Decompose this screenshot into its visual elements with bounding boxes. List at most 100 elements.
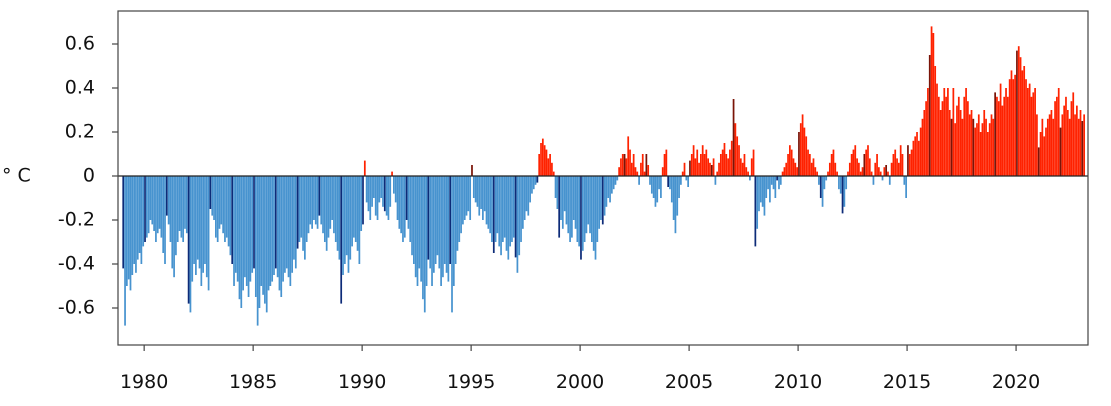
bar [665,149,668,176]
bar [240,176,243,308]
bar [1001,105,1004,176]
bar [180,176,183,238]
bar [365,176,368,203]
bar [176,176,179,242]
bar [865,149,868,176]
bar [770,176,773,185]
bar [144,176,146,242]
bar [738,145,740,176]
bar [431,176,433,286]
bar [471,165,473,176]
bar [987,132,989,176]
bar [1032,92,1035,176]
bar [878,167,880,176]
bar [758,176,760,212]
bar [1003,96,1006,176]
bar [325,176,328,251]
bar [472,176,475,198]
bar [541,138,544,176]
bar [264,176,266,304]
bar [209,176,212,209]
bar [856,158,858,176]
bar [658,176,660,190]
bar [985,118,987,176]
x-tick-label: 1985 [229,371,277,393]
bar [498,176,501,247]
bar [567,176,570,234]
bar [625,158,628,176]
bar [189,176,192,313]
bar [709,162,711,176]
bar [959,110,962,176]
bar [254,176,257,297]
bar [135,176,137,273]
y-tick-label: 0.2 [65,121,95,143]
bar [965,88,967,176]
bar [1048,114,1051,176]
bar [147,176,150,234]
bar [531,176,533,194]
bar [405,176,408,220]
bar [643,171,646,176]
bar [327,176,330,238]
bar [447,176,450,282]
bar [298,176,301,242]
bar [827,171,829,176]
x-axis: 1980 1985 1990 1995 2000 2005 2010 2015 2020 [120,345,1040,393]
bar [952,88,955,176]
bar [265,176,268,313]
bar [620,158,622,176]
bar [309,176,312,225]
bar [591,176,593,242]
bar [551,162,553,176]
bar [578,176,581,247]
bar [694,158,697,176]
bar [819,176,822,198]
bar [828,162,831,176]
bar [304,176,306,260]
bar [516,176,519,273]
bar [507,176,510,260]
bar [945,96,947,176]
bar [1072,92,1075,176]
bar [427,176,430,260]
bar [287,176,290,278]
bar [787,154,789,176]
bar [343,176,346,264]
bar [329,176,332,229]
bar [887,171,889,176]
bar [520,176,522,242]
bar [581,176,584,251]
bar [605,176,608,207]
bar [660,176,662,198]
bar [462,176,464,225]
bar [156,176,159,234]
bar [801,114,804,176]
bar [175,176,177,256]
bar [912,140,915,176]
bar [1068,118,1071,176]
bar [1006,96,1009,176]
bar [749,176,751,181]
bar [492,176,495,253]
x-tick-label: 1995 [447,371,495,393]
bar [947,88,949,176]
bar [1065,96,1067,176]
bar [467,176,470,212]
bar [1063,105,1066,176]
bar [899,145,902,176]
bar [452,176,455,286]
bar [1012,79,1015,176]
bar [476,176,479,207]
bar [908,154,911,176]
bar [253,176,255,269]
bar [158,176,161,229]
bar [916,132,918,176]
bar [992,118,995,176]
bar [754,176,757,247]
bar [957,96,960,176]
bar [536,176,539,183]
bar [393,176,395,194]
bar [485,176,488,225]
bar [280,176,283,297]
